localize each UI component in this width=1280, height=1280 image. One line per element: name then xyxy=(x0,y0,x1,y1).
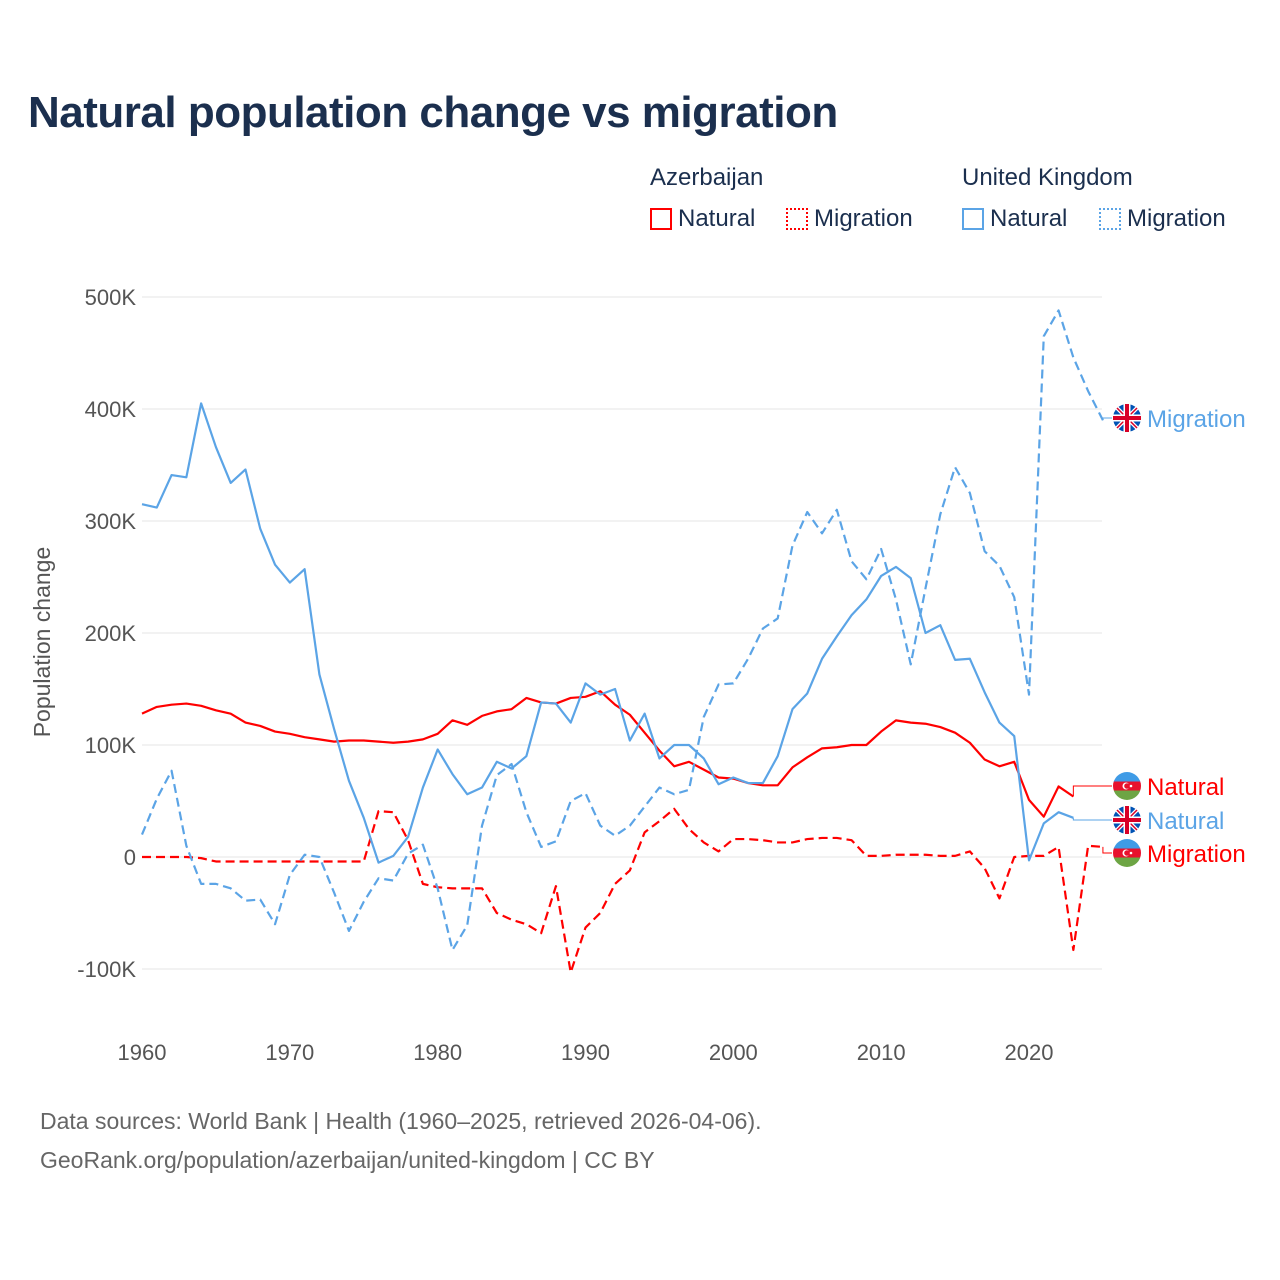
footer-sources: Data sources: World Bank | Health (1960–… xyxy=(40,1108,762,1134)
azerbaijan-flag-icon xyxy=(1113,839,1141,867)
uk-natural-line xyxy=(141,402,1074,864)
y-tick-label: 400K xyxy=(85,397,137,422)
aze-natural-line xyxy=(141,690,1074,818)
y-axis-label: Population change xyxy=(29,547,55,738)
legend-uk-migration[interactable]: Migration xyxy=(1099,205,1226,233)
aze-migration-line xyxy=(142,807,1103,974)
azerbaijan-flag-icon xyxy=(1113,772,1141,800)
legend-swatch-solid xyxy=(962,208,984,230)
x-tick-label: 1980 xyxy=(413,1040,462,1065)
series-end-label: Migration xyxy=(1147,841,1246,868)
label-connector xyxy=(1072,817,1112,821)
legend-label: Natural xyxy=(678,205,756,232)
y-tick-label: 200K xyxy=(85,621,137,646)
uk-migration-line xyxy=(140,309,1104,952)
y-tick-label: 500K xyxy=(85,285,137,310)
legend-aze-migration[interactable]: Migration xyxy=(786,205,913,233)
legend-label: Natural xyxy=(990,205,1068,232)
uk-flag-icon xyxy=(1113,404,1141,432)
x-tick-label: 1990 xyxy=(561,1040,610,1065)
legend-swatch-solid xyxy=(650,208,672,230)
legend-group-azerbaijan: Azerbaijan xyxy=(650,164,764,191)
legend-swatch-dotted xyxy=(786,208,808,230)
x-tick-label: 2010 xyxy=(857,1040,906,1065)
x-tick-label: 2000 xyxy=(709,1040,758,1065)
footer-link[interactable]: GeoRank.org/population/azerbaijan/united… xyxy=(40,1147,655,1173)
legend-label: Migration xyxy=(1127,205,1226,232)
x-tick-label: 2020 xyxy=(1005,1040,1054,1065)
y-tick-label: 300K xyxy=(85,509,137,534)
series-end-label: Natural xyxy=(1147,808,1224,835)
uk-flag-icon xyxy=(1113,806,1141,834)
x-tick-label: 1970 xyxy=(265,1040,314,1065)
y-tick-label: -100K xyxy=(77,957,136,982)
label-connector xyxy=(1102,417,1112,421)
legend-group-uk: United Kingdom xyxy=(962,164,1133,191)
legend-swatch-dotted xyxy=(1099,208,1121,230)
legend-uk-natural[interactable]: Natural xyxy=(962,205,1067,233)
series-end-label: Migration xyxy=(1147,406,1246,433)
label-connector xyxy=(1102,846,1112,854)
chart-title: Natural population change vs migration xyxy=(28,88,838,137)
label-connector xyxy=(1072,785,1112,797)
legend-label: Migration xyxy=(814,205,913,232)
y-tick-label: 0 xyxy=(124,845,136,870)
y-tick-label: 100K xyxy=(85,733,137,758)
series-end-label: Natural xyxy=(1147,774,1224,801)
x-tick-label: 1960 xyxy=(118,1040,167,1065)
legend-aze-natural[interactable]: Natural xyxy=(650,205,755,233)
